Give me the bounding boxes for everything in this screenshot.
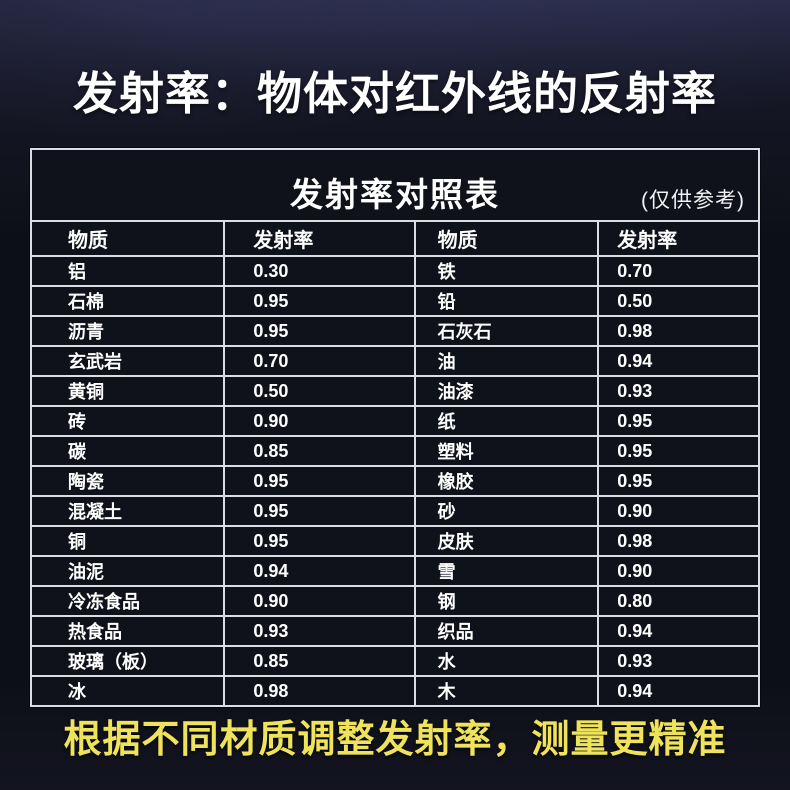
- table-title-row: 发射率对照表 (仅供参考): [32, 150, 758, 222]
- emissivity-table-panel: 发射率对照表 (仅供参考) 物质 发射率 物质 发射率 铝 0.30 铁 0.70 石棉…: [30, 148, 760, 707]
- material-cell: 沥青: [32, 315, 226, 347]
- emissivity-value-cell: 0.50: [223, 375, 416, 407]
- emissivity-value-cell: 0.70: [597, 255, 758, 287]
- emissivity-table-body: 铝 0.30 铁 0.70 石棉 0.95 铅 0.50 沥青 0.95 石灰石 0.98 玄武岩 0.7…: [32, 255, 758, 705]
- material-cell: 热食品: [32, 615, 226, 647]
- material-cell: 钢: [413, 585, 600, 617]
- emissivity-value-cell: 0.90: [223, 405, 416, 437]
- column-header-emissivity-left: 发射率: [223, 222, 416, 257]
- emissivity-value-cell: 0.80: [597, 585, 758, 617]
- table-row: 玄武岩 0.70 油 0.94: [32, 345, 758, 377]
- material-cell: 铝: [32, 255, 226, 287]
- emissivity-value-cell: 0.85: [223, 435, 416, 467]
- emissivity-value-cell: 0.90: [597, 555, 758, 587]
- emissivity-value-cell: 0.95: [223, 315, 416, 347]
- material-cell: 纸: [413, 405, 600, 437]
- table-row: 沥青 0.95 石灰石 0.98: [32, 315, 758, 347]
- material-cell: 碳: [32, 435, 226, 467]
- table-header-row: 物质 发射率 物质 发射率: [32, 222, 758, 257]
- emissivity-value-cell: 0.98: [597, 525, 758, 557]
- material-cell: 石灰石: [413, 315, 600, 347]
- emissivity-value-cell: 0.95: [223, 285, 416, 317]
- material-cell: 玻璃（板）: [32, 645, 226, 677]
- material-cell: 玄武岩: [32, 345, 226, 377]
- material-cell: 冰: [32, 675, 226, 705]
- material-cell: 黄铜: [32, 375, 226, 407]
- table-row: 冰 0.98 木 0.94: [32, 675, 758, 705]
- emissivity-value-cell: 0.95: [223, 525, 416, 557]
- table-note: (仅供参考): [641, 189, 745, 212]
- table-row: 冷冻食品 0.90 钢 0.80: [32, 585, 758, 617]
- material-cell: 铁: [413, 255, 600, 287]
- material-cell: 雪: [413, 555, 600, 587]
- emissivity-value-cell: 0.95: [223, 495, 416, 527]
- column-header-material-right: 物质: [413, 222, 600, 257]
- material-cell: 铜: [32, 525, 226, 557]
- table-row: 黄铜 0.50 油漆 0.93: [32, 375, 758, 407]
- emissivity-value-cell: 0.93: [597, 375, 758, 407]
- table-row: 陶瓷 0.95 橡胶 0.95: [32, 465, 758, 497]
- emissivity-value-cell: 0.93: [223, 615, 416, 647]
- table-row: 混凝土 0.95 砂 0.90: [32, 495, 758, 527]
- emissivity-value-cell: 0.98: [223, 675, 416, 705]
- emissivity-value-cell: 0.95: [597, 465, 758, 497]
- emissivity-value-cell: 0.90: [597, 495, 758, 527]
- material-cell: 油漆: [413, 375, 600, 407]
- material-cell: 皮肤: [413, 525, 600, 557]
- material-cell: 冷冻食品: [32, 585, 226, 617]
- table-title: 发射率对照表: [290, 176, 500, 213]
- material-cell: 砂: [413, 495, 600, 527]
- emissivity-value-cell: 0.94: [597, 615, 758, 647]
- material-cell: 石棉: [32, 285, 226, 317]
- emissivity-value-cell: 0.94: [223, 555, 416, 587]
- material-cell: 铅: [413, 285, 600, 317]
- material-cell: 砖: [32, 405, 226, 437]
- column-header-emissivity-right: 发射率: [597, 222, 758, 257]
- material-cell: 橡胶: [413, 465, 600, 497]
- table-row: 铝 0.30 铁 0.70: [32, 255, 758, 287]
- page-title: 发射率：物体对红外线的反射率: [72, 68, 717, 119]
- material-cell: 水: [413, 645, 600, 677]
- emissivity-value-cell: 0.90: [223, 585, 416, 617]
- material-cell: 织品: [413, 615, 600, 647]
- emissivity-value-cell: 0.70: [223, 345, 416, 377]
- material-cell: 混凝土: [32, 495, 226, 527]
- table-row: 铜 0.95 皮肤 0.98: [32, 525, 758, 557]
- emissivity-value-cell: 0.95: [597, 405, 758, 437]
- footer-slogan: 根据不同材质调整发射率，测量更精准: [63, 719, 727, 761]
- table-row: 碳 0.85 塑料 0.95: [32, 435, 758, 467]
- emissivity-value-cell: 0.95: [223, 465, 416, 497]
- material-cell: 油: [413, 345, 600, 377]
- emissivity-value-cell: 0.94: [597, 345, 758, 377]
- emissivity-value-cell: 0.30: [223, 255, 416, 287]
- column-header-material-left: 物质: [32, 222, 226, 257]
- material-cell: 塑料: [413, 435, 600, 467]
- material-cell: 木: [413, 675, 600, 705]
- material-cell: 油泥: [32, 555, 226, 587]
- emissivity-value-cell: 0.98: [597, 315, 758, 347]
- emissivity-value-cell: 0.93: [597, 645, 758, 677]
- emissivity-value-cell: 0.94: [597, 675, 758, 705]
- table-row: 砖 0.90 纸 0.95: [32, 405, 758, 437]
- table-row: 热食品 0.93 织品 0.94: [32, 615, 758, 647]
- emissivity-value-cell: 0.95: [597, 435, 758, 467]
- emissivity-value-cell: 0.50: [597, 285, 758, 317]
- emissivity-table: 物质 发射率 物质 发射率 铝 0.30 铁 0.70 石棉 0.95 铅 0.50 沥青 0.9…: [32, 222, 758, 705]
- table-row: 油泥 0.94 雪 0.90: [32, 555, 758, 587]
- emissivity-value-cell: 0.85: [223, 645, 416, 677]
- material-cell: 陶瓷: [32, 465, 226, 497]
- table-row: 石棉 0.95 铅 0.50: [32, 285, 758, 317]
- table-row: 玻璃（板） 0.85 水 0.93: [32, 645, 758, 677]
